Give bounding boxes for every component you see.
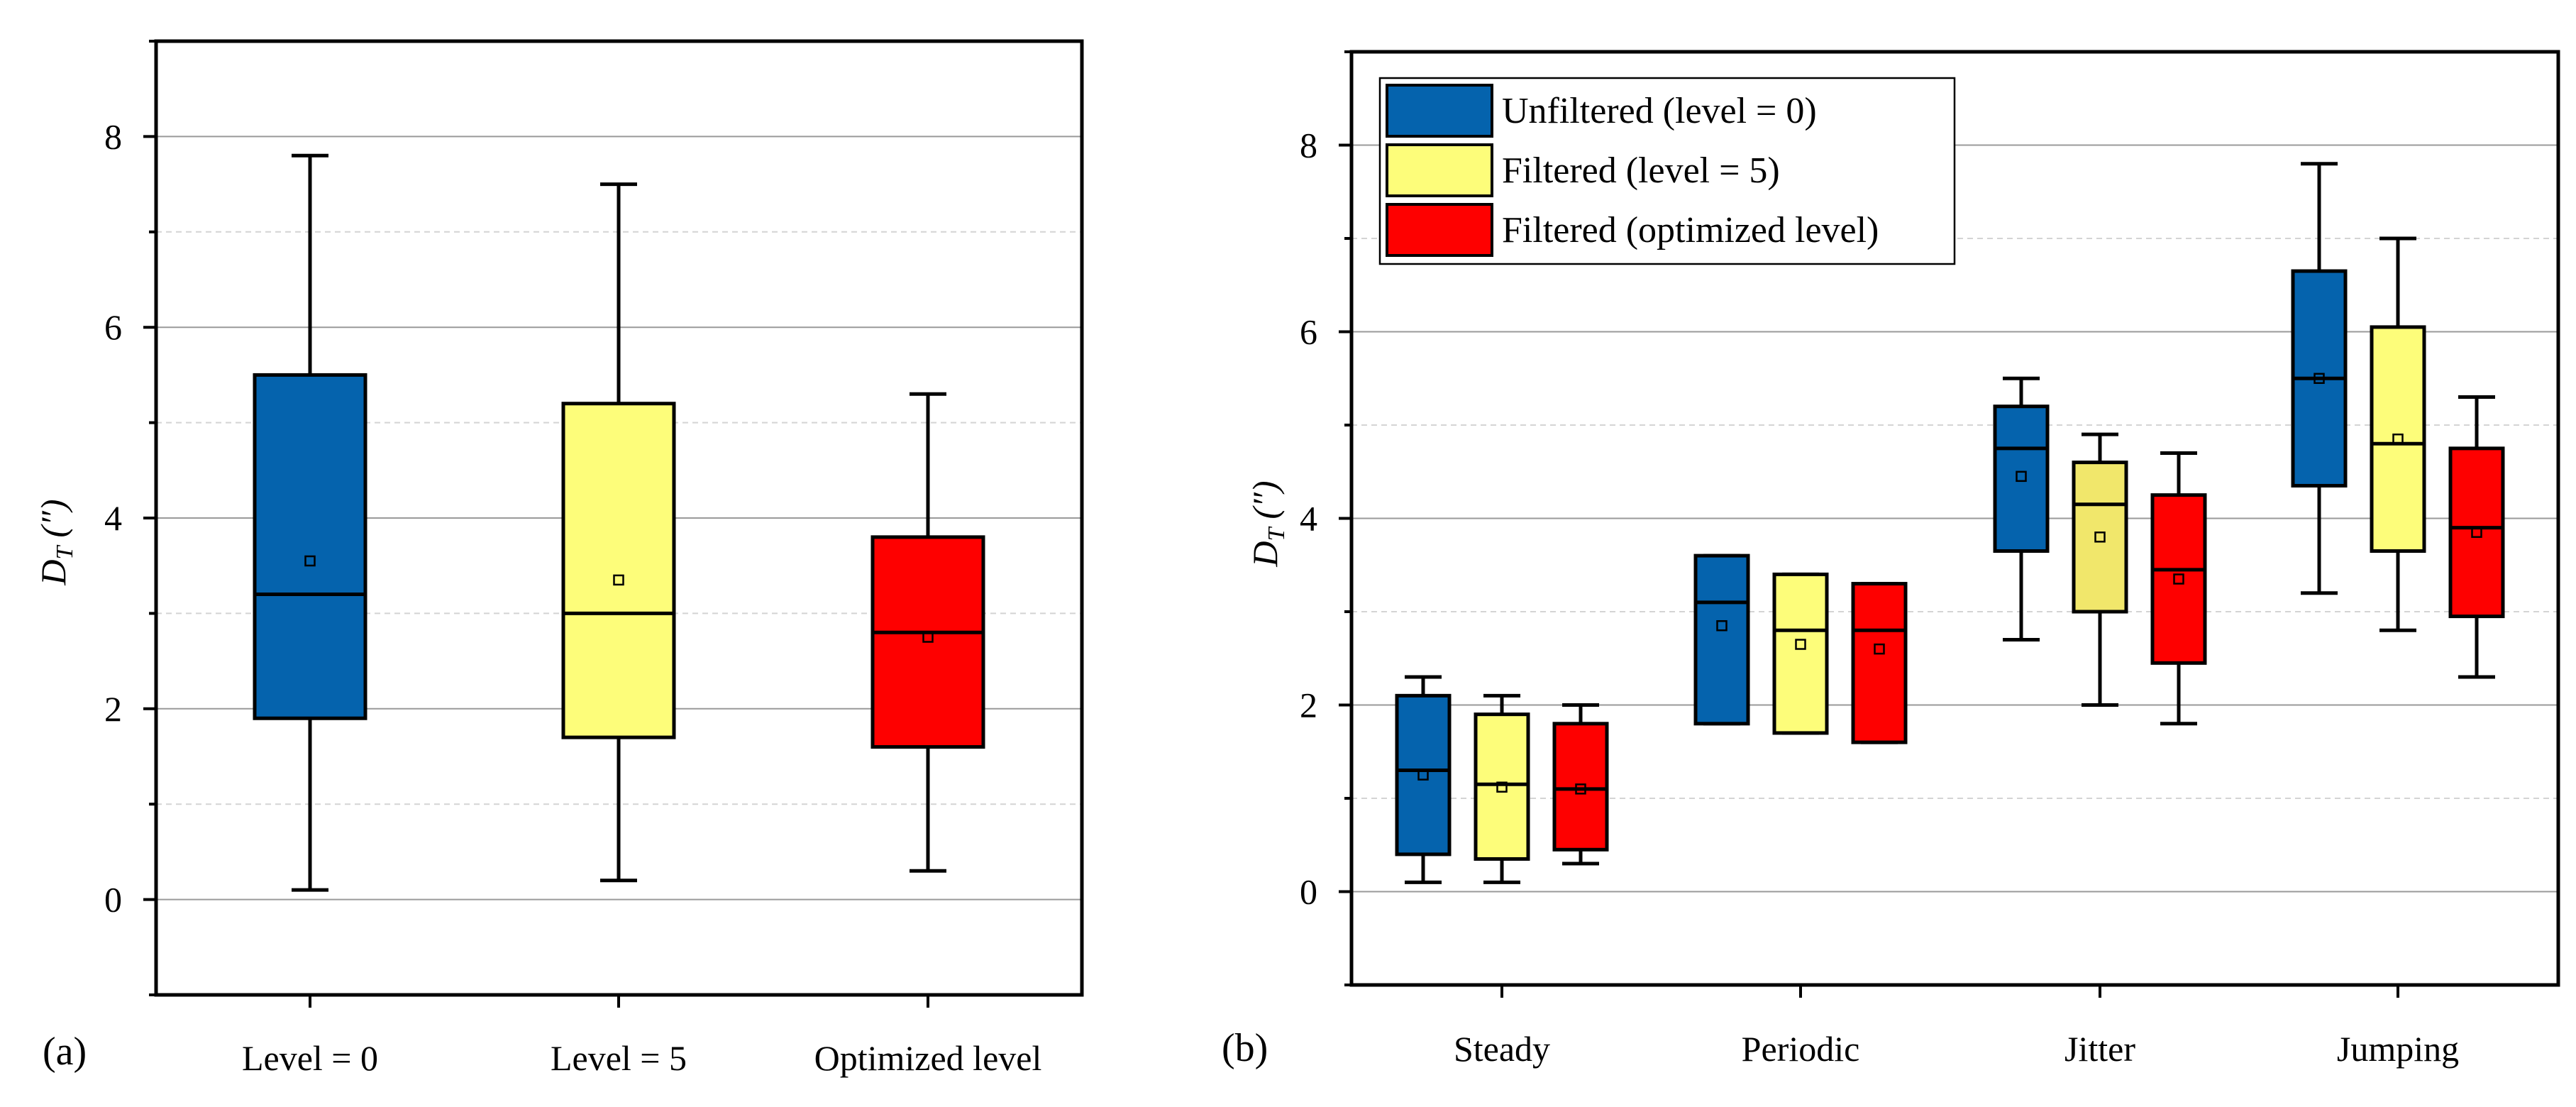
panel-b-box-unfiltered-level-0-steady bbox=[1395, 675, 1452, 884]
panel-b-box-unfiltered-level-0-jitter-iqr bbox=[1993, 404, 2050, 554]
panel-b-box-filtered-level-5-steady-iqr bbox=[1474, 712, 1530, 861]
panel-a-ylabel: DT (″) bbox=[33, 499, 78, 585]
panel-b-box-filtered-level-5-periodic bbox=[1772, 572, 1829, 735]
pa-ytick-label-6: 6 bbox=[104, 307, 122, 347]
panel-a-boxes bbox=[253, 153, 985, 892]
panel-b-box-filtered-optimized-level-steady bbox=[1552, 703, 1609, 866]
panel-b-ylabel-sub: T bbox=[1264, 526, 1290, 541]
panel-b-box-unfiltered-level-0-steady-iqr bbox=[1395, 693, 1452, 857]
panel-b-box-filtered-optimized-level-jumping-mean bbox=[2471, 527, 2482, 538]
panel-a-box-level-5-mean bbox=[613, 574, 624, 586]
panel-b-box-unfiltered-level-0-periodic bbox=[1693, 554, 1750, 726]
legend-label-1: Unfiltered (level = 0) bbox=[1502, 91, 1817, 131]
panel-a-ytick-labels: 0 2 4 6 8 bbox=[104, 116, 122, 919]
panel-b-ylabel: DT (″) bbox=[1245, 480, 1290, 567]
legend-swatch-1 bbox=[1386, 84, 1493, 138]
panel-b-box-unfiltered-level-0-periodic-mean bbox=[1716, 619, 1728, 632]
panel-b-xtick-label-jitter: Jitter bbox=[2064, 1029, 2135, 1069]
pb-ytick-label-4: 4 bbox=[1300, 499, 1317, 539]
panel-b-box-unfiltered-level-0-jumping-mean bbox=[2314, 373, 2325, 384]
pb-ytick-label-8: 8 bbox=[1300, 126, 1317, 165]
panel-b-box-filtered-optimized-level-steady-iqr bbox=[1552, 722, 1609, 852]
panel-a-box-optimized-level-mean bbox=[922, 632, 934, 643]
panel-b-box-unfiltered-level-0-steady-mean bbox=[1417, 769, 1429, 781]
panel-b-box-unfiltered-level-0-jumping bbox=[2291, 162, 2348, 595]
legend: Unfiltered (level = 0) Filtered (level = … bbox=[1378, 77, 1956, 265]
pa-ytick-label-2: 2 bbox=[104, 689, 122, 729]
legend-label-3: Filtered (optimized level) bbox=[1502, 210, 1879, 250]
panel-b-ylabel-main: D bbox=[1245, 541, 1285, 567]
pa-ytick-label-8: 8 bbox=[104, 116, 122, 156]
panel-b-box-filtered-level-5-periodic-mean bbox=[1795, 639, 1806, 650]
legend-swatch-2 bbox=[1386, 143, 1493, 197]
panel-a-box-level-0-mean bbox=[304, 555, 316, 567]
panel-b-box-unfiltered-level-0-periodic-iqr bbox=[1693, 554, 1750, 726]
legend-swatch-3 bbox=[1386, 203, 1493, 257]
panel-b-xtick-labels: Steady Periodic Jitter Jumping bbox=[1454, 1029, 2459, 1069]
panel-b-box-filtered-level-5-steady bbox=[1474, 693, 1530, 884]
panel-a-label: (a) bbox=[43, 1030, 87, 1074]
panel-b-box-filtered-optimized-level-jitter-iqr bbox=[2150, 493, 2207, 665]
panel-b-box-unfiltered-level-0-jitter-mean bbox=[2016, 470, 2027, 483]
panel-a-box-level-5 bbox=[561, 182, 676, 883]
panel-b-box-filtered-optimized-level-jumping-iqr bbox=[2448, 446, 2505, 619]
panel-b-box-filtered-level-5-steady-mean bbox=[1496, 781, 1508, 793]
panel-b-box-filtered-optimized-level-periodic bbox=[1851, 582, 1908, 744]
panel-a-xtick-label-level-5: Level = 5 bbox=[551, 1038, 687, 1078]
panel-b-box-filtered-level-5-jitter-iqr bbox=[2072, 461, 2128, 614]
panel-b-box-filtered-level-5-periodic-iqr bbox=[1772, 572, 1829, 735]
pa-ytick-label-0: 0 bbox=[104, 880, 122, 920]
panel-b-box-filtered-optimized-level-steady-mean bbox=[1575, 783, 1586, 795]
panel-b-box-filtered-optimized-level-jumping bbox=[2448, 395, 2505, 679]
pb-frame bbox=[1349, 50, 2560, 987]
panel-b-box-filtered-level-5-jitter bbox=[2072, 432, 2128, 707]
panel-b-axes bbox=[1339, 50, 2560, 998]
panel-b-boxes bbox=[1395, 162, 2505, 884]
panel-b-xtick-label-jumping: Jumping bbox=[2337, 1029, 2459, 1069]
pb-ytick-label-2: 2 bbox=[1300, 685, 1317, 725]
panel-a-box-level-5-iqr bbox=[561, 402, 676, 739]
pa-ytick-label-4: 4 bbox=[104, 498, 122, 538]
panel-a-box-level-0 bbox=[253, 153, 367, 892]
panel-a-xtick-label-optimized-level: Optimized level bbox=[814, 1038, 1042, 1078]
panel-b-box-filtered-optimized-level-periodic-iqr bbox=[1851, 582, 1908, 744]
panel-a-xtick-label-level-0: Level = 0 bbox=[242, 1038, 378, 1078]
panel-a-box-level-0-iqr bbox=[253, 373, 367, 720]
panel-a-axes bbox=[143, 39, 1084, 1008]
panel-b-box-filtered-level-5-jumping-mean bbox=[2392, 433, 2404, 445]
panel-b-box-filtered-optimized-level-jitter bbox=[2150, 451, 2207, 726]
pb-ytick-label-6: 6 bbox=[1300, 312, 1317, 352]
panel-b-ytick-labels: 0 2 4 6 8 bbox=[1300, 126, 1317, 912]
panel-b-box-unfiltered-level-0-jitter bbox=[1993, 376, 2050, 641]
panel-b-box-filtered-level-5-jumping bbox=[2370, 236, 2426, 632]
panel-b-label: (b) bbox=[1222, 1026, 1268, 1070]
panel-b-xtick-label-steady: Steady bbox=[1454, 1029, 1550, 1069]
legend-label-2: Filtered (level = 5) bbox=[1502, 150, 1780, 191]
panel-a-ylabel-main: D bbox=[33, 559, 73, 585]
panel-b-ylabel-unit: (″) bbox=[1245, 480, 1285, 519]
pb-ytick-label-0: 0 bbox=[1300, 872, 1317, 912]
panel-a-ylabel-unit: (″) bbox=[33, 499, 73, 537]
panel-a-xtick-labels: Level = 0 Level = 5 Optimized level bbox=[242, 1038, 1041, 1078]
panel-a-box-optimized-level bbox=[870, 392, 985, 873]
panel-b-box-filtered-level-5-jumping-iqr bbox=[2370, 325, 2426, 554]
panel-b-box-filtered-optimized-level-jitter-mean bbox=[2173, 573, 2184, 585]
panel-b-box-filtered-optimized-level-periodic-mean bbox=[1874, 643, 1885, 655]
panel-b-box-filtered-level-5-jitter-mean bbox=[2094, 532, 2106, 543]
panel-b: 0 2 4 6 8 Steady Periodic Jitter Jumping Unfilt… bbox=[1222, 50, 2560, 1070]
panel-b-xtick-label-periodic: Periodic bbox=[1742, 1029, 1860, 1069]
panel-a-ylabel-sub: T bbox=[52, 544, 78, 559]
